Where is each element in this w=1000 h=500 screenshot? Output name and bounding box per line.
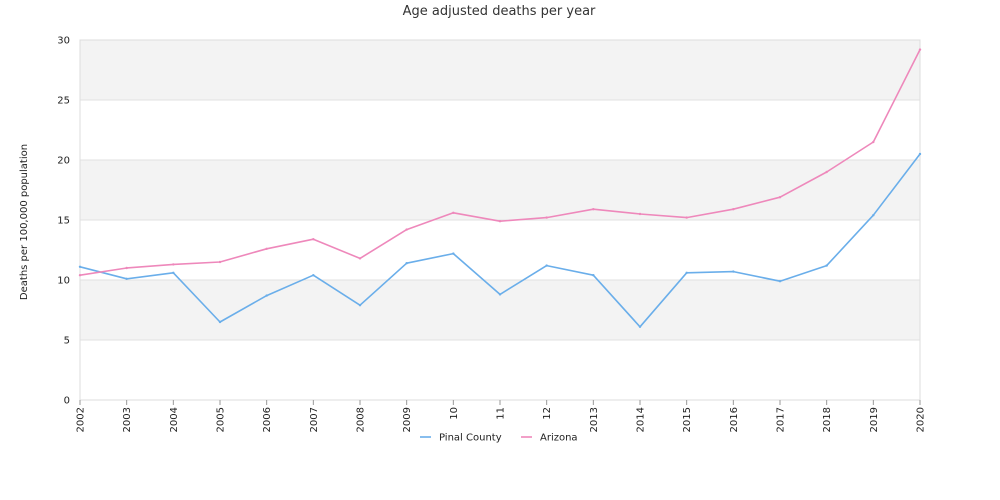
x-tick-label: 2008: [356, 407, 367, 432]
data-point: [732, 208, 735, 211]
data-point: [825, 170, 828, 174]
x-tick-label: 2016: [729, 407, 740, 432]
data-point: [638, 212, 642, 216]
data-point: [265, 294, 268, 297]
grid-band: [80, 340, 920, 400]
grid-band: [80, 100, 920, 160]
data-point: [685, 216, 688, 219]
data-point: [125, 277, 128, 280]
x-tick-label: 2013: [589, 407, 600, 432]
legend-label: Pinal County: [439, 433, 502, 444]
x-tick-label: 2009: [402, 407, 413, 432]
data-point: [918, 48, 922, 51]
data-point: [778, 196, 782, 199]
x-tick-label: 2018: [822, 407, 833, 432]
grid-band: [80, 160, 920, 220]
data-point: [638, 325, 642, 328]
chart-title: Age adjusted deaths per year: [403, 4, 596, 19]
grid-band: [80, 280, 920, 340]
data-point: [592, 274, 595, 277]
x-tick-label: 2007: [309, 407, 320, 432]
x-tick-label: 2015: [682, 407, 693, 432]
grid-band: [80, 40, 920, 100]
legend-label: Arizona: [540, 433, 578, 444]
data-point: [312, 274, 315, 277]
data-point: [825, 264, 828, 267]
data-point: [592, 208, 595, 211]
x-tick-label: 2020: [916, 407, 927, 432]
y-tick-label: 30: [57, 36, 70, 47]
x-tick-label: 2003: [122, 407, 133, 432]
x-tick-label: 2005: [216, 407, 227, 432]
data-point: [452, 252, 455, 255]
data-point: [685, 271, 688, 274]
data-point: [452, 211, 455, 214]
data-point: [172, 263, 175, 266]
data-point: [78, 265, 82, 268]
data-point: [125, 266, 128, 270]
data-point: [172, 271, 175, 274]
data-point: [732, 270, 735, 273]
data-point: [778, 280, 782, 283]
data-point: [405, 228, 408, 231]
data-point: [545, 216, 548, 219]
data-point: [312, 238, 315, 241]
x-tick-label: 2002: [76, 407, 87, 432]
x-tick-label: 11: [496, 407, 507, 420]
data-point: [872, 214, 875, 217]
x-tick-label: 2017: [776, 407, 787, 432]
y-tick-label: 5: [64, 336, 70, 347]
data-point: [405, 262, 408, 265]
y-tick-label: 25: [57, 96, 70, 107]
data-point: [358, 304, 362, 307]
data-point: [218, 260, 222, 264]
y-tick-label: 20: [57, 156, 70, 167]
x-tick-label: 2004: [169, 407, 180, 432]
x-tick-label: 10: [449, 407, 460, 420]
data-point: [918, 152, 922, 156]
x-tick-label: 2006: [262, 407, 273, 432]
y-tick-label: 10: [57, 276, 70, 287]
data-point: [78, 274, 82, 277]
x-tick-label: 2014: [636, 407, 647, 432]
data-point: [498, 293, 502, 296]
grid-band: [80, 220, 920, 280]
x-tick-label: 2019: [869, 407, 880, 432]
data-point: [872, 140, 875, 144]
x-tick-label: 12: [542, 407, 553, 420]
data-point: [358, 257, 362, 260]
y-tick-label: 15: [57, 216, 70, 227]
data-point: [218, 320, 222, 324]
data-point: [545, 264, 548, 267]
y-tick-label: 0: [64, 396, 70, 407]
data-point: [265, 247, 268, 250]
data-point: [498, 220, 502, 223]
y-axis-label: Deaths per 100,000 population: [19, 144, 30, 300]
